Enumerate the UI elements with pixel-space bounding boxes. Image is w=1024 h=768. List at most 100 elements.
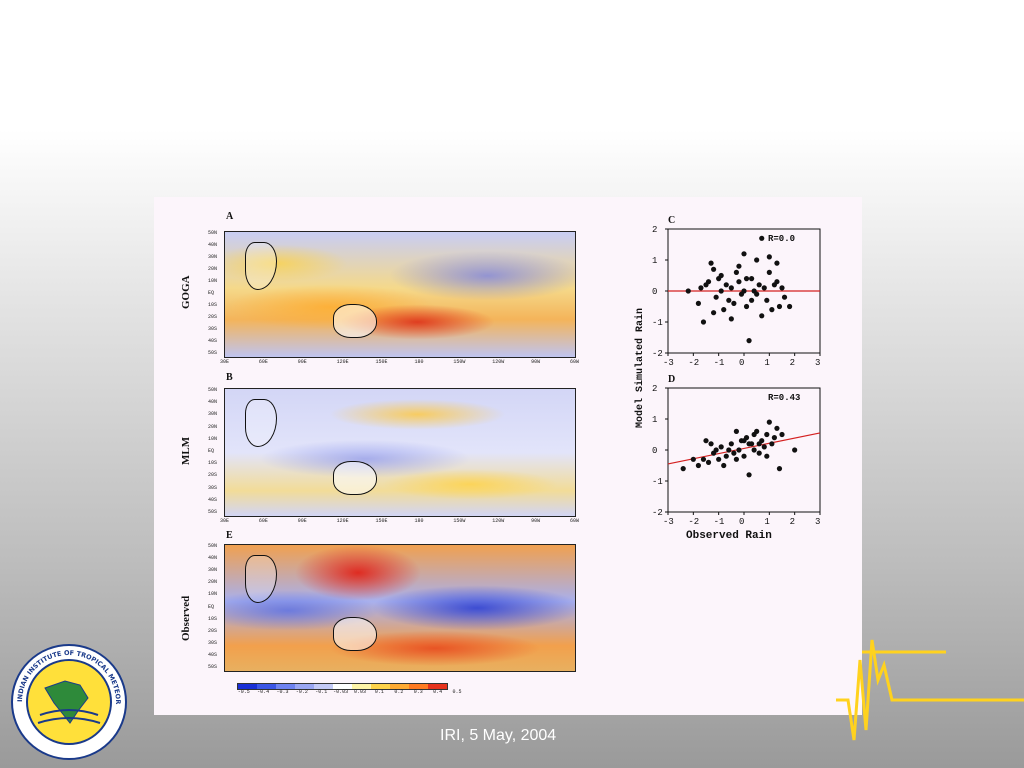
data-point	[743, 276, 750, 282]
data-point	[741, 251, 747, 257]
lon-tick: 30E	[220, 518, 230, 524]
y-tick-label: -1	[652, 318, 663, 328]
y-tick-label: 1	[652, 256, 657, 266]
lon-tick: 120W	[492, 359, 505, 365]
lat-tick: 30S	[208, 326, 218, 332]
data-point	[792, 447, 798, 453]
lon-tick: 90E	[297, 359, 307, 365]
data-point	[769, 307, 775, 313]
lat-tick: 30S	[208, 639, 218, 646]
lat-tick: 40S	[208, 496, 218, 503]
data-point	[766, 254, 772, 260]
plot-title: C	[668, 215, 675, 226]
data-point	[746, 338, 752, 344]
data-point	[680, 466, 686, 472]
data-point	[779, 285, 785, 291]
data-point	[728, 316, 734, 322]
data-point	[749, 276, 755, 282]
data-point	[754, 291, 760, 297]
lon-tick: 90W	[531, 359, 541, 365]
lat-tick: 50N	[208, 387, 218, 393]
lon-tick: 60E	[258, 359, 268, 365]
data-point	[749, 297, 755, 303]
data-point	[705, 279, 712, 285]
x-tick-label: -3	[663, 358, 674, 368]
y-tick-label: -1	[652, 477, 663, 487]
map-observed	[224, 544, 576, 672]
colorbar-label: 0.4	[433, 689, 443, 695]
data-point	[774, 279, 780, 285]
data-point	[718, 272, 724, 279]
y-tick-label: -2	[652, 349, 663, 359]
lon-tick: 180	[414, 359, 424, 365]
data-point	[711, 310, 717, 316]
data-point	[711, 266, 717, 272]
data-point	[741, 438, 747, 444]
data-point	[761, 444, 767, 450]
lat-tick: 10N	[208, 591, 218, 598]
lat-tick: 10N	[208, 435, 218, 442]
x-axis-label: Observed Rain	[686, 530, 772, 542]
data-point	[726, 447, 732, 453]
y-axis-label: Model Simulated Rain	[634, 308, 646, 428]
colorbar-labels: -0.5 -0.4 -0.3 -0.2 -0.1 -0.03 0.03 0.1 0.2 0.3 0.…	[234, 689, 467, 695]
x-tick-label: 2	[790, 358, 795, 368]
data-point	[769, 441, 775, 447]
data-point	[774, 260, 780, 266]
data-point	[690, 456, 696, 462]
colorbar-label: -0.5	[237, 689, 250, 695]
map-goga	[224, 231, 576, 358]
data-point	[743, 303, 750, 310]
data-point	[733, 428, 739, 434]
lat-tick: 20N	[208, 579, 218, 586]
colorbar-swatch	[276, 684, 295, 689]
colorbar-label: -0.2	[295, 689, 308, 695]
lon-tick: 60E	[258, 518, 268, 524]
data-point	[703, 438, 709, 444]
data-point	[756, 450, 762, 456]
lat-tick: 20N	[208, 266, 218, 272]
lat-tick: 40S	[208, 651, 218, 658]
colorbar-swatch	[295, 684, 314, 689]
colorbar-swatch	[428, 684, 447, 689]
panel-letter-b: B	[226, 372, 233, 383]
slide-caption: IRI, 5 May, 2004	[440, 727, 557, 744]
data-point	[700, 456, 707, 462]
data-point	[736, 263, 742, 269]
data-point	[721, 462, 727, 469]
lon-tick: 90E	[297, 518, 307, 524]
lat-tick: 30N	[208, 254, 218, 260]
lat-tick: 20S	[208, 627, 218, 634]
data-point	[736, 447, 742, 453]
y-tick-label: 0	[652, 446, 657, 456]
data-point	[716, 456, 722, 462]
colorbar-label: -0.1	[315, 689, 328, 695]
iitm-logo: INDIAN INSTITUTE OF TROPICAL METEOROLOGY…	[10, 643, 127, 760]
colorbar	[237, 683, 448, 690]
colorbar-swatch	[390, 684, 409, 689]
colorbar-label: 0.5	[452, 689, 462, 695]
data-point	[756, 282, 762, 288]
africa-outline	[245, 242, 277, 290]
data-point	[741, 288, 747, 294]
colorbar-label: 0.3	[413, 689, 423, 695]
lat-tick: 30N	[208, 411, 218, 418]
data-point	[761, 285, 767, 291]
colorbar-swatch	[352, 684, 371, 689]
colorbar-label: 0.2	[394, 689, 404, 695]
data-point	[776, 303, 783, 310]
australia-outline	[333, 304, 377, 338]
lon-tick: 120E	[336, 359, 349, 365]
data-point	[723, 453, 729, 459]
data-point	[705, 459, 712, 465]
lon-tick: 150E	[375, 359, 388, 365]
data-point	[779, 431, 785, 438]
data-point	[700, 319, 707, 325]
data-point	[751, 431, 757, 438]
data-point	[781, 294, 788, 300]
data-point	[718, 444, 724, 450]
lat-tick: 30S	[208, 484, 218, 491]
x-tick-label: 2	[790, 517, 795, 527]
data-point	[721, 307, 727, 313]
x-tick-label: -3	[663, 517, 674, 527]
